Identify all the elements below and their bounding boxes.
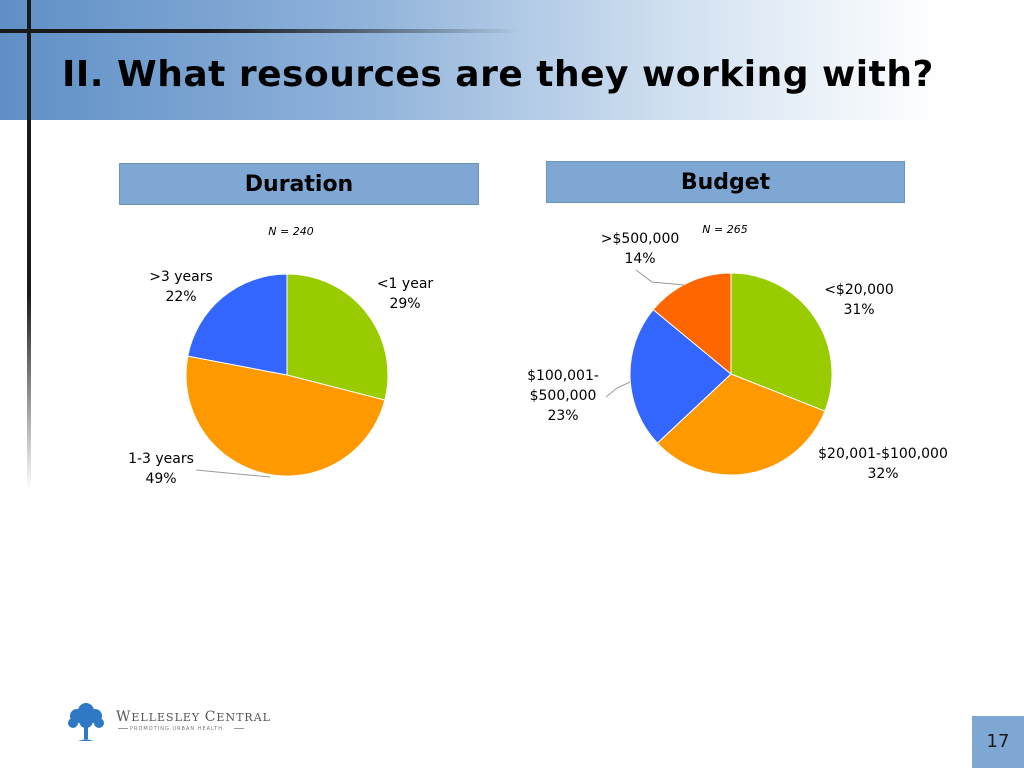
slice-percent-1-0: 31%: [843, 302, 874, 318]
slice-label-1-2: $500,000: [530, 388, 597, 404]
slice-label-0-0: <1 year: [377, 276, 434, 292]
pie-slice-0-1: [185, 355, 386, 477]
tree-logo-icon: [68, 703, 104, 741]
slice-label-1-2: $100,001-: [527, 368, 599, 384]
decorative-top-line: [0, 29, 520, 33]
logo-rule-right: [234, 728, 244, 729]
budget-chart-header: Budget: [546, 161, 905, 203]
logo-tagline: PROMOTING URBAN HEALTH: [130, 726, 223, 732]
slice-label-0-2: >3 years: [149, 269, 213, 285]
sample-size-note-0: N = 240: [268, 225, 313, 238]
slice-percent-0-1: 49%: [145, 471, 176, 487]
slide-title: II. What resources are they working with…: [62, 54, 934, 95]
slice-percent-0-0: 29%: [389, 296, 420, 312]
wellesley-central-logo: WELLESLEY CENTRAL PROMOTING URBAN HEALTH: [64, 699, 270, 745]
logo-wordmark: WELLESLEY CENTRAL: [116, 709, 271, 725]
pie-slice-1-3: [652, 272, 732, 376]
leader-line-1-3: [635, 269, 685, 286]
slice-percent-0-2: 22%: [165, 289, 196, 305]
page-number: 17: [972, 716, 1024, 768]
duration-chart-header: Duration: [119, 163, 479, 205]
slice-label-1-3: >$500,000: [601, 231, 680, 247]
slice-percent-1-3: 14%: [624, 251, 655, 267]
header-band: [0, 0, 1024, 120]
leader-line-0-1: [195, 469, 271, 478]
pie-slice-1-2: [629, 308, 732, 444]
slice-percent-1-2: 23%: [547, 408, 578, 424]
pie-slice-1-1: [656, 373, 826, 476]
logo-rule-left: [118, 728, 128, 729]
leader-line-1-2: [605, 381, 631, 398]
pie-slice-0-0: [286, 273, 389, 401]
sample-size-note-1: N = 265: [702, 223, 747, 236]
pie-slice-0-2: [187, 273, 288, 376]
slice-percent-1-1: 32%: [867, 466, 898, 482]
slice-label-1-0: <$20,000: [824, 282, 894, 298]
decorative-left-line: [27, 0, 31, 490]
pie-slice-1-0: [730, 272, 833, 412]
slice-label-0-1: 1-3 years: [128, 451, 194, 467]
slice-label-1-1: $20,001-$100,000: [818, 446, 948, 462]
